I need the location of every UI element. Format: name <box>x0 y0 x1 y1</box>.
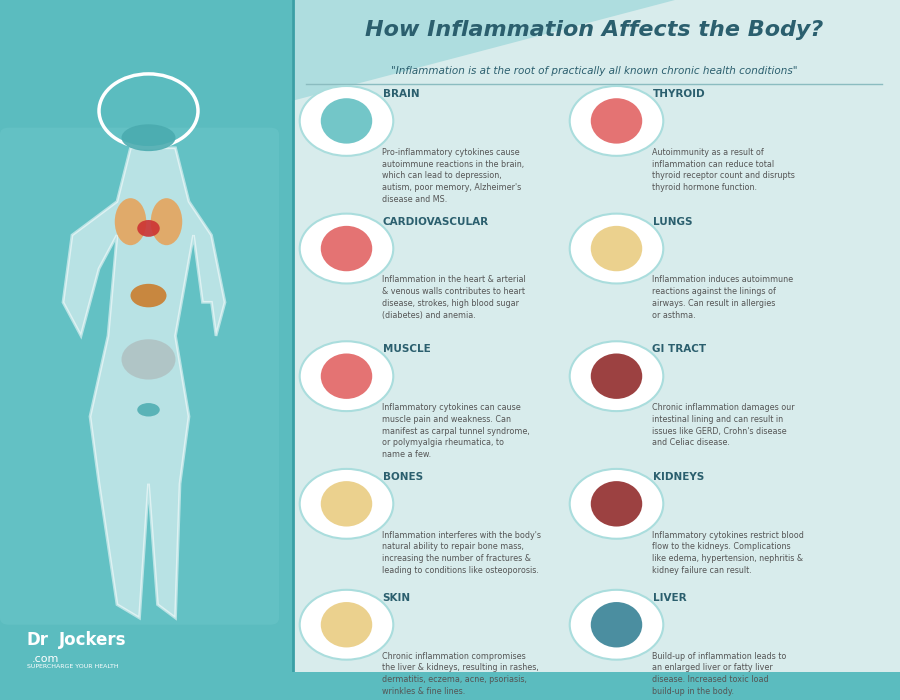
Text: .com: .com <box>32 654 58 664</box>
Text: SKIN: SKIN <box>382 593 410 603</box>
Circle shape <box>300 469 393 539</box>
Ellipse shape <box>122 340 176 379</box>
Circle shape <box>300 590 393 659</box>
Ellipse shape <box>130 284 166 307</box>
Ellipse shape <box>590 354 643 399</box>
Circle shape <box>300 214 393 284</box>
Ellipse shape <box>590 481 643 526</box>
Ellipse shape <box>590 602 643 648</box>
Text: SUPERCHARGE YOUR HEALTH: SUPERCHARGE YOUR HEALTH <box>27 664 119 669</box>
Text: How Inflammation Affects the Body?: How Inflammation Affects the Body? <box>364 20 824 40</box>
Text: KIDNEYS: KIDNEYS <box>652 472 704 482</box>
Text: BONES: BONES <box>382 472 423 482</box>
Ellipse shape <box>320 98 373 144</box>
Circle shape <box>570 214 663 284</box>
FancyBboxPatch shape <box>292 0 900 672</box>
Ellipse shape <box>151 198 182 245</box>
Text: "Inflammation is at the root of practically all known chronic health conditions": "Inflammation is at the root of practica… <box>391 66 797 76</box>
Text: THYROID: THYROID <box>652 89 705 99</box>
Text: Inflammation in the heart & arterial
& venous walls contributes to heart
disease: Inflammation in the heart & arterial & v… <box>382 275 526 320</box>
Text: Inflammatory cytokines restrict blood
flow to the kidneys. Complications
like ed: Inflammatory cytokines restrict blood fl… <box>652 531 805 575</box>
Text: Inflammation induces autoimmune
reactions against the linings of
airways. Can re: Inflammation induces autoimmune reaction… <box>652 275 794 320</box>
Text: Jockers: Jockers <box>58 631 126 649</box>
Ellipse shape <box>320 602 373 648</box>
Text: LUNGS: LUNGS <box>652 217 692 227</box>
Text: Pro-inflammatory cytokines cause
autoimmune reactions in the brain,
which can le: Pro-inflammatory cytokines cause autoimm… <box>382 148 525 204</box>
Polygon shape <box>292 0 675 101</box>
Ellipse shape <box>590 98 643 144</box>
Text: BRAIN: BRAIN <box>382 89 419 99</box>
Ellipse shape <box>320 481 373 526</box>
PathPatch shape <box>63 148 225 618</box>
Text: Autoimmunity as a result of
inflammation can reduce total
thyroid receptor count: Autoimmunity as a result of inflammation… <box>652 148 796 192</box>
Ellipse shape <box>320 226 373 272</box>
Circle shape <box>570 342 663 411</box>
Ellipse shape <box>115 198 146 245</box>
Text: GI TRACT: GI TRACT <box>652 344 706 354</box>
Circle shape <box>300 342 393 411</box>
Ellipse shape <box>122 125 176 151</box>
Text: MUSCLE: MUSCLE <box>382 344 430 354</box>
Text: Build-up of inflammation leads to
an enlarged liver or fatty liver
disease. Incr: Build-up of inflammation leads to an enl… <box>652 652 787 696</box>
Text: Inflammatory cytokines can cause
muscle pain and weakness. Can
manifest as carpa: Inflammatory cytokines can cause muscle … <box>382 403 530 459</box>
Text: Dr: Dr <box>27 631 49 649</box>
Circle shape <box>570 469 663 539</box>
FancyBboxPatch shape <box>0 127 279 624</box>
Ellipse shape <box>137 220 160 237</box>
Circle shape <box>300 86 393 156</box>
Ellipse shape <box>320 354 373 399</box>
Ellipse shape <box>137 403 160 416</box>
Circle shape <box>570 590 663 659</box>
Text: LIVER: LIVER <box>652 593 686 603</box>
Text: Chronic inflammation compromises
the liver & kidneys, resulting in rashes,
derma: Chronic inflammation compromises the liv… <box>382 652 539 696</box>
Text: Inflammation interferes with the body's
natural ability to repair bone mass,
inc: Inflammation interferes with the body's … <box>382 531 542 575</box>
Ellipse shape <box>590 226 643 272</box>
Text: CARDIOVASCULAR: CARDIOVASCULAR <box>382 217 489 227</box>
Text: Chronic inflammation damages our
intestinal lining and can result in
issues like: Chronic inflammation damages our intesti… <box>652 403 795 447</box>
Circle shape <box>570 86 663 156</box>
